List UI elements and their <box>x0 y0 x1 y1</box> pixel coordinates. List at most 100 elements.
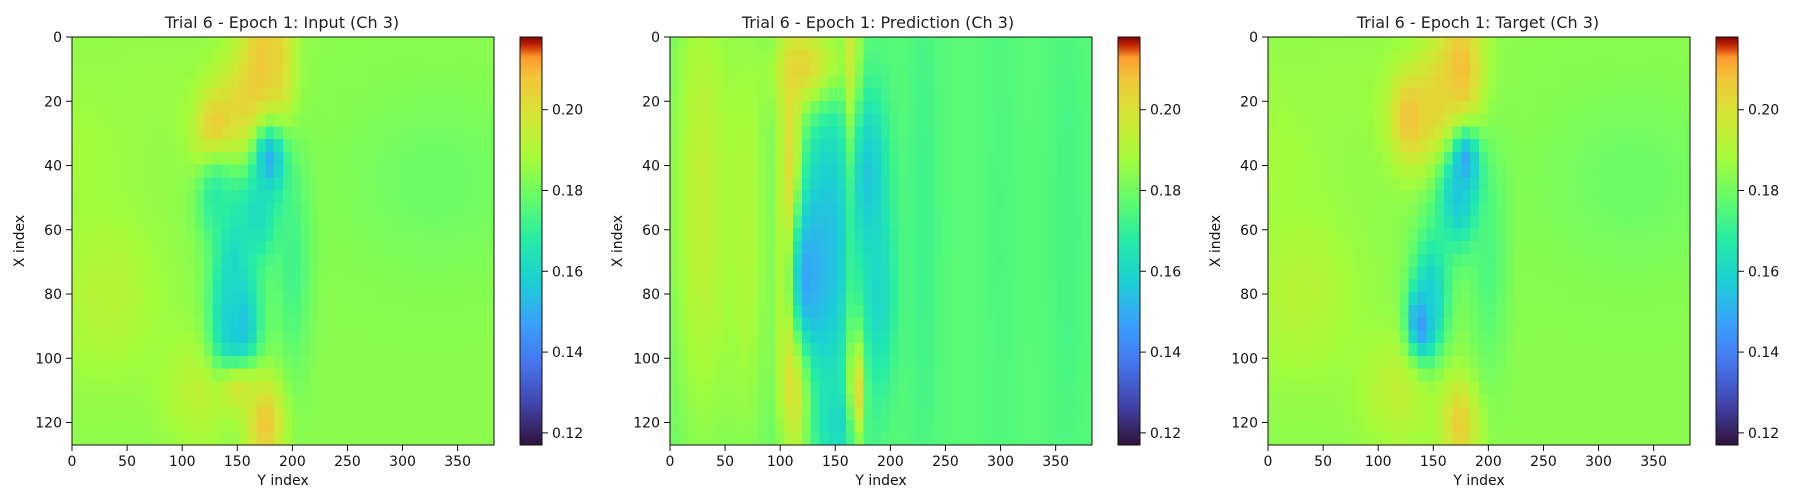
input-heatmap-cell <box>458 228 469 242</box>
prediction-heatmap-cell <box>793 49 803 64</box>
prediction-heatmap-cell <box>968 126 979 140</box>
target-heatmap-cell <box>1417 100 1427 115</box>
prediction-heatmap-cell <box>863 355 873 370</box>
prediction-heatmap-cell <box>1004 394 1014 408</box>
input-heatmap-cell <box>256 100 267 115</box>
input-heatmap-cell <box>291 317 302 331</box>
input-heatmap-cell <box>212 419 223 433</box>
input-heatmap-cell <box>195 139 205 153</box>
target-heatmap-cell <box>1654 304 1665 319</box>
target-heatmap-cell <box>1575 228 1586 242</box>
input-heatmap-cell <box>485 266 495 280</box>
target-heatmap-cell <box>1329 190 1339 204</box>
prediction-heatmap-cell <box>696 151 706 166</box>
input-heatmap-cell <box>72 202 82 217</box>
input-heatmap-cell <box>379 419 390 433</box>
prediction-heatmap-cell <box>1039 253 1049 268</box>
input-heatmap-cell <box>335 62 346 76</box>
prediction-heatmap-cell <box>898 100 908 115</box>
target-heatmap-cell <box>1470 151 1480 166</box>
input-heatmap-cell <box>318 215 328 229</box>
input-heatmap-cell <box>458 381 469 395</box>
target-heatmap-cell <box>1382 75 1392 89</box>
target-heatmap-cell <box>1531 151 1542 166</box>
input-heatmap-cell <box>300 394 310 408</box>
input-heatmap-cell <box>72 100 82 115</box>
prediction-heatmap-cell <box>766 368 777 382</box>
prediction-heatmap-cell <box>916 126 926 140</box>
prediction-heatmap-cell <box>951 215 961 229</box>
input-heatmap-cell <box>414 177 425 191</box>
input-heatmap-cell <box>80 202 91 217</box>
input-heatmap-cell <box>177 419 187 433</box>
prediction-heatmap-cell <box>775 317 785 331</box>
input-heatmap-cell <box>98 253 108 268</box>
input-heatmap-cell <box>353 62 363 76</box>
target-heatmap-cell <box>1628 88 1638 102</box>
target-heatmap-cell <box>1285 228 1295 242</box>
target-heatmap-cell <box>1408 330 1419 344</box>
target-heatmap-cell <box>1619 100 1630 115</box>
target-heatmap-cell <box>1505 126 1515 140</box>
target-heatmap-cell <box>1549 228 1559 242</box>
input-heatmap-cell <box>335 419 346 433</box>
prediction-heatmap-cell <box>854 190 865 204</box>
input-heatmap-cell <box>265 266 275 280</box>
target-heatmap-cell <box>1619 215 1630 229</box>
target-heatmap-cell <box>1276 151 1287 166</box>
prediction-heatmap-cell <box>1056 279 1067 293</box>
prediction-heatmap-cell <box>898 228 908 242</box>
input-heatmap-cell <box>362 241 372 255</box>
target-heatmap-cell <box>1646 139 1656 153</box>
target-heatmap-cell <box>1593 394 1603 408</box>
input-heatmap-cell <box>72 88 82 102</box>
target-heatmap-cell <box>1285 394 1295 408</box>
prediction-heatmap-cell <box>696 202 706 217</box>
target-heatmap-cell <box>1514 394 1524 408</box>
input-heatmap-cell <box>335 100 346 115</box>
target-heatmap-cell <box>1531 266 1542 280</box>
input-heatmap-cell <box>265 49 275 64</box>
prediction-heatmap-cell <box>819 113 829 127</box>
prediction-heatmap-cell <box>1065 88 1076 102</box>
input-heatmap-cell <box>388 381 398 395</box>
prediction-heatmap-cell <box>819 317 829 331</box>
target-heatmap-cell <box>1443 88 1454 102</box>
prediction-heatmap-cell <box>986 330 996 344</box>
target-heatmap-cell <box>1628 381 1638 395</box>
input-heatmap-cell <box>247 177 258 191</box>
input-heatmap-cell <box>467 113 478 127</box>
target-heatmap-cell <box>1373 75 1383 89</box>
input-heatmap-cell <box>177 279 187 293</box>
prediction-heatmap-cell <box>907 330 917 344</box>
input-heatmap-cell <box>467 266 478 280</box>
prediction-heatmap-cell <box>977 330 988 344</box>
prediction-heatmap-cell <box>757 330 768 344</box>
target-heatmap-cell <box>1338 304 1348 319</box>
input-heatmap-cell <box>221 215 231 229</box>
input-heatmap-cell <box>388 139 398 153</box>
input-heatmap-cell <box>370 241 381 255</box>
input-heatmap-cell <box>485 343 495 357</box>
input-heatmap-cell <box>283 355 293 370</box>
target-heatmap-cell <box>1285 355 1295 370</box>
input-heatmap-cell <box>291 279 302 293</box>
prediction-heatmap-cell <box>1021 355 1032 370</box>
prediction-heatmap-cell <box>881 406 891 421</box>
target-heatmap-cell <box>1399 139 1410 153</box>
prediction-heatmap-cell <box>722 253 733 268</box>
input-heatmap-cell <box>256 177 267 191</box>
target-heatmap-cell <box>1558 100 1568 115</box>
input-heatmap-cell <box>432 37 442 51</box>
prediction-heatmap-cell <box>854 419 865 433</box>
target-heatmap-cell <box>1417 355 1427 370</box>
input-heatmap-cell <box>406 432 416 446</box>
prediction-heatmap-cell <box>1056 253 1067 268</box>
input-heatmap-cell <box>256 164 267 178</box>
input-heatmap-cell <box>414 279 425 293</box>
input-heatmap-cell <box>397 279 407 293</box>
prediction-heatmap-cell <box>924 164 935 178</box>
input-heatmap-cell <box>379 202 390 217</box>
target-heatmap-cell <box>1654 190 1665 204</box>
